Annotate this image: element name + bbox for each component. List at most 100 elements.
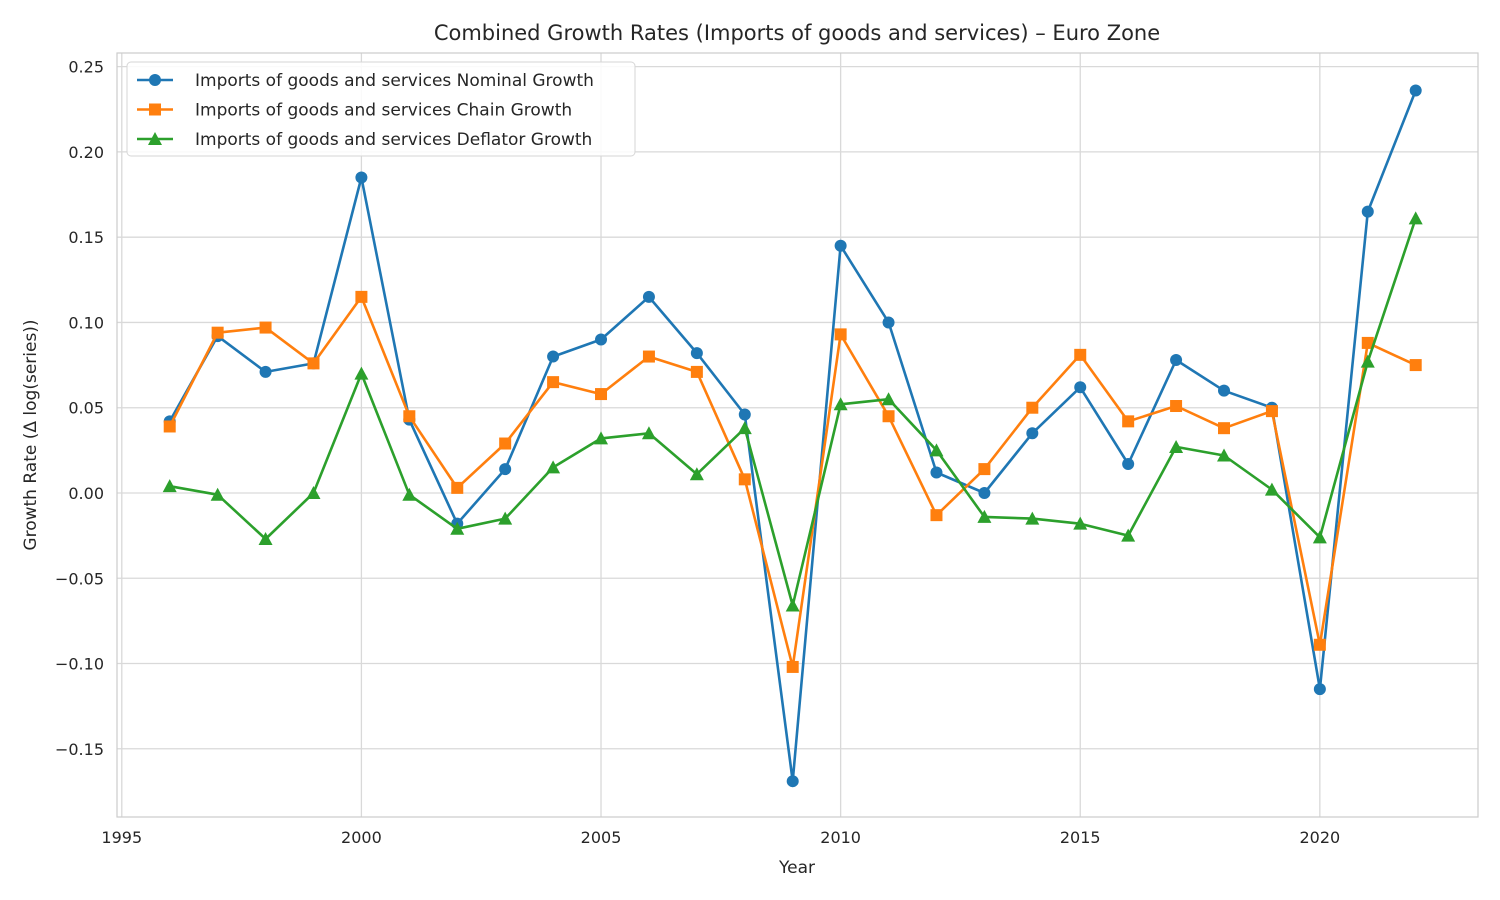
data-point bbox=[1218, 384, 1231, 397]
data-point bbox=[451, 481, 464, 494]
data-point bbox=[833, 397, 848, 411]
data-point bbox=[1264, 482, 1279, 496]
data-point bbox=[498, 511, 513, 525]
x-tick-label: 2000 bbox=[341, 828, 382, 847]
y-tick-label: −0.05 bbox=[55, 569, 104, 588]
legend-marker bbox=[148, 132, 162, 145]
data-point bbox=[1313, 638, 1326, 651]
data-point bbox=[642, 290, 655, 303]
data-point bbox=[834, 239, 847, 252]
data-point bbox=[882, 316, 895, 329]
data-point bbox=[259, 321, 272, 334]
plot-background bbox=[117, 53, 1478, 817]
y-tick-label: 0.05 bbox=[68, 399, 104, 418]
legend-label: Imports of goods and services Chain Grow… bbox=[195, 101, 572, 121]
legend-marker bbox=[149, 103, 161, 116]
data-point bbox=[642, 350, 655, 363]
data-point bbox=[355, 171, 368, 184]
data-point bbox=[1409, 359, 1422, 372]
data-point bbox=[978, 463, 991, 476]
data-point bbox=[162, 479, 177, 493]
legend-label: Imports of goods and services Nominal Gr… bbox=[195, 71, 594, 91]
x-tick-label: 2015 bbox=[1060, 828, 1101, 847]
data-point bbox=[307, 357, 320, 370]
data-point bbox=[1217, 448, 1232, 462]
data-point bbox=[1360, 354, 1375, 368]
x-tick-label: 2010 bbox=[820, 828, 861, 847]
legend-frame bbox=[126, 61, 636, 157]
legend-item: Imports of goods and services Chain Grow… bbox=[137, 101, 572, 121]
y-tick-label: 0.00 bbox=[68, 484, 104, 503]
y-tick-label: −0.10 bbox=[55, 655, 104, 674]
data-point bbox=[1312, 530, 1327, 544]
x-tick-label: 2020 bbox=[1299, 828, 1340, 847]
data-point bbox=[595, 333, 608, 346]
data-point bbox=[355, 290, 368, 303]
y-tick-labels: −0.15 −0.10 −0.05 0.00 0.05 0.10 0.15 0.20 0.25 bbox=[55, 58, 104, 759]
data-point bbox=[1074, 381, 1087, 394]
data-point bbox=[259, 365, 272, 378]
data-point bbox=[689, 467, 704, 481]
data-point bbox=[882, 410, 895, 423]
series-layer bbox=[162, 84, 1423, 788]
data-point bbox=[1170, 400, 1183, 413]
legend-label: Imports of goods and services Deflator G… bbox=[195, 130, 592, 150]
data-point bbox=[450, 521, 465, 535]
data-point bbox=[930, 466, 943, 479]
data-point bbox=[1409, 84, 1422, 97]
x-tick-label: 1995 bbox=[101, 828, 142, 847]
legend: Imports of goods and services Nominal Gr… bbox=[126, 61, 636, 157]
data-point bbox=[1313, 683, 1326, 696]
data-point bbox=[786, 775, 799, 788]
data-point bbox=[834, 328, 847, 341]
data-point bbox=[738, 408, 751, 421]
data-point bbox=[306, 485, 321, 499]
legend-item: Imports of goods and services Deflator G… bbox=[137, 130, 592, 150]
data-point bbox=[547, 376, 560, 389]
data-point bbox=[499, 463, 512, 476]
data-point bbox=[546, 460, 561, 474]
data-point bbox=[1218, 422, 1231, 435]
y-tick-label: 0.20 bbox=[68, 143, 104, 162]
y-tick-label: 0.10 bbox=[68, 313, 104, 332]
data-point bbox=[1121, 528, 1136, 542]
data-point bbox=[978, 486, 991, 499]
data-point bbox=[595, 388, 608, 401]
data-point bbox=[977, 509, 992, 523]
y-tick-label: 0.15 bbox=[68, 228, 104, 247]
y-tick-label: −0.15 bbox=[55, 740, 104, 759]
data-point bbox=[1122, 457, 1135, 470]
series-triangle-group bbox=[162, 211, 1423, 612]
plot-frame bbox=[116, 52, 1479, 818]
data-point bbox=[258, 532, 273, 546]
legend-marker bbox=[149, 74, 161, 86]
data-point bbox=[1408, 211, 1423, 225]
x-tick-labels: 1995 2000 2005 2010 2015 2020 bbox=[101, 828, 1340, 847]
y-axis-title: Growth Rate (Δ log(series)) bbox=[21, 319, 41, 550]
data-point bbox=[403, 410, 416, 423]
data-point bbox=[1025, 511, 1040, 525]
data-point bbox=[594, 431, 609, 445]
data-point bbox=[211, 326, 224, 339]
data-point bbox=[690, 365, 703, 378]
data-point bbox=[1170, 353, 1183, 366]
data-point bbox=[1074, 348, 1087, 361]
data-point bbox=[1122, 415, 1135, 428]
series-square-group bbox=[163, 290, 1422, 673]
data-point bbox=[690, 347, 703, 360]
data-point bbox=[1361, 205, 1374, 218]
y-tick-label: 0.25 bbox=[68, 58, 104, 77]
data-point bbox=[786, 660, 799, 673]
data-point bbox=[930, 509, 943, 522]
data-point bbox=[1073, 516, 1088, 530]
data-point bbox=[881, 392, 896, 406]
data-point bbox=[163, 420, 176, 433]
data-point bbox=[354, 366, 369, 380]
data-point bbox=[1361, 336, 1374, 349]
x-axis-title: Year bbox=[778, 858, 815, 878]
data-point bbox=[929, 443, 944, 457]
x-tick-label: 2005 bbox=[581, 828, 622, 847]
legend-item: Imports of goods and services Nominal Gr… bbox=[137, 71, 594, 91]
data-point bbox=[1169, 439, 1184, 453]
